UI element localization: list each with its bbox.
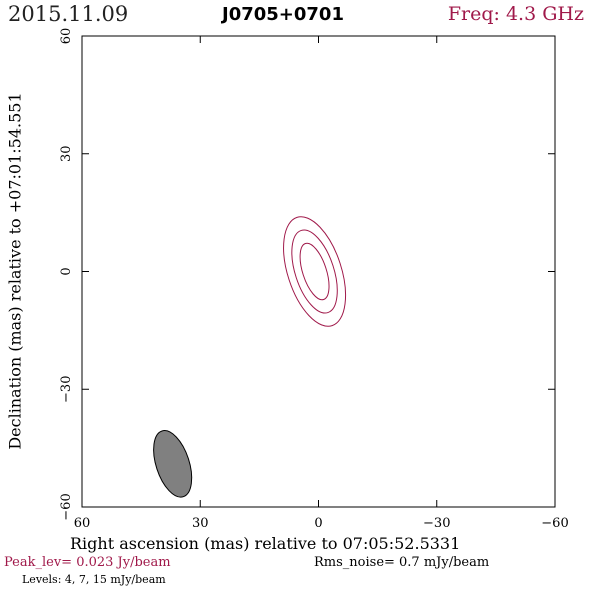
contour-levels: Levels: 4, 7, 15 mJy/beam xyxy=(22,573,166,586)
x-tick-label: 0 xyxy=(314,516,322,531)
beam-ellipse xyxy=(153,430,193,498)
x-tick-label: −60 xyxy=(541,516,568,531)
y-tick-label: −60 xyxy=(59,493,74,520)
observation-date: 2015.11.09 xyxy=(8,2,129,26)
plot-frame xyxy=(81,35,556,508)
x-tick-label: 60 xyxy=(74,516,91,531)
contour-15-mjy xyxy=(299,242,330,301)
x-tick-label: 30 xyxy=(192,516,209,531)
y-tick-label: 30 xyxy=(59,145,74,162)
x-axis-label: Right ascension (mas) relative to 07:05:… xyxy=(70,534,461,553)
source-name: J0705+0701 xyxy=(222,4,344,25)
y-tick-label: 60 xyxy=(59,28,74,45)
frequency-label: Freq: 4.3 GHz xyxy=(447,3,584,25)
y-axis-label: Declination (mas) relative to +07:01:54.… xyxy=(5,92,25,450)
contour-7-mjy xyxy=(291,229,338,314)
y-tick-label: 0 xyxy=(59,267,74,275)
rms-noise: Rms_noise= 0.7 mJy/beam xyxy=(314,555,490,570)
peak-level: Peak_lev= 0.023 Jy/beam xyxy=(4,555,171,570)
y-axis-label-wrap: Declination (mas) relative to +07:01:54.… xyxy=(2,36,28,506)
y-tick-label: −30 xyxy=(59,376,74,403)
x-tick-label: −30 xyxy=(423,516,450,531)
contour-4-mjy xyxy=(283,216,347,327)
